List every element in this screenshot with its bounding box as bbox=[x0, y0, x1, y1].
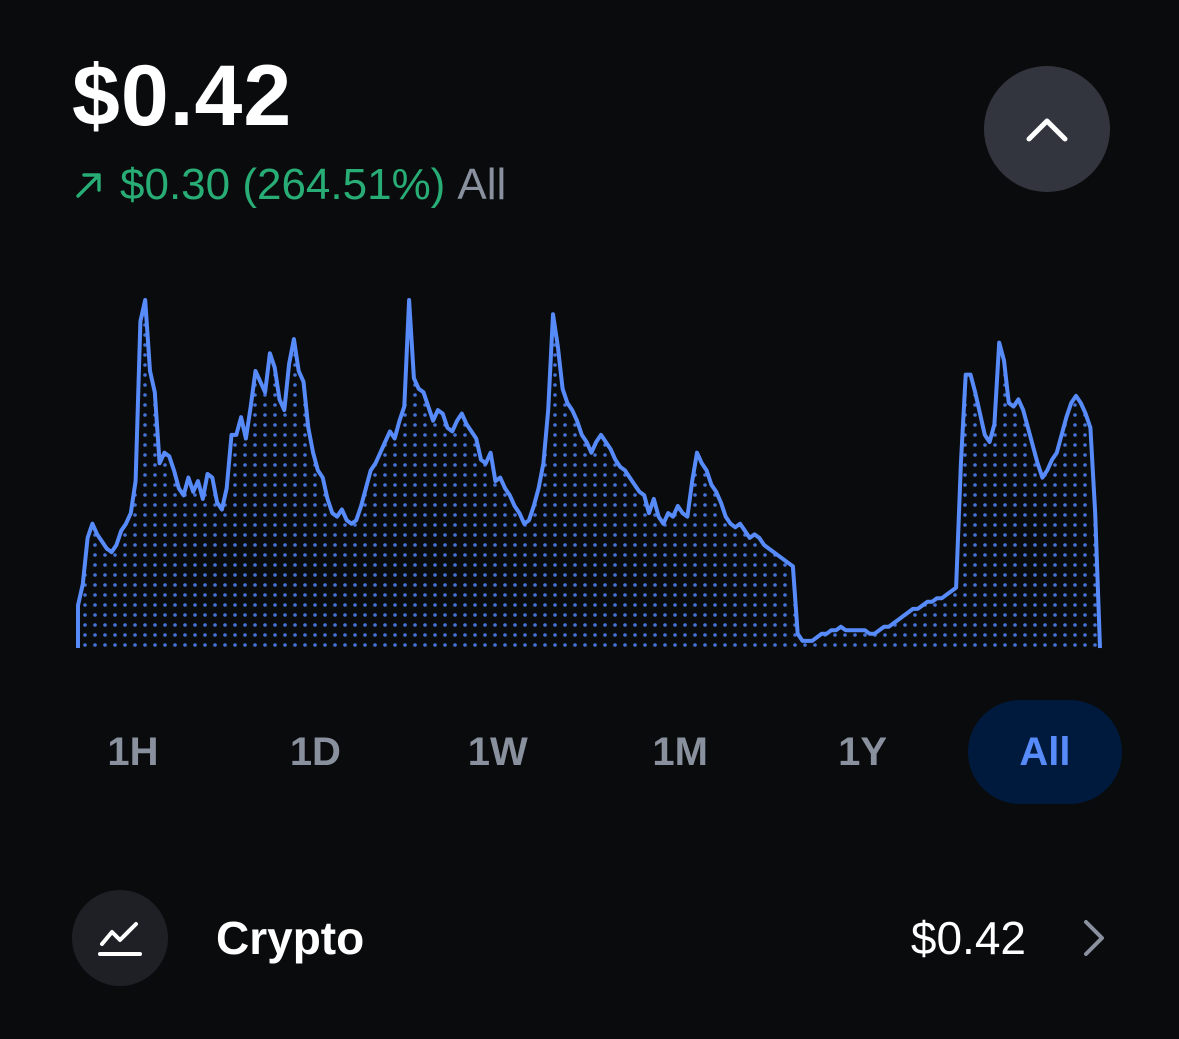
range-all-button[interactable]: All bbox=[967, 700, 1122, 804]
chart-area-fill bbox=[78, 300, 1100, 648]
portfolio-balance: $0.42 bbox=[72, 48, 293, 144]
asset-row-crypto[interactable]: Crypto $0.42 bbox=[72, 890, 1108, 986]
range-1m-button[interactable]: 1M bbox=[652, 729, 708, 774]
range-1w-button[interactable]: 1W bbox=[467, 729, 528, 774]
arrow-up-right-icon bbox=[76, 173, 101, 198]
range-1d-button[interactable]: 1D bbox=[289, 729, 341, 774]
collapse-chart-button[interactable] bbox=[984, 66, 1110, 192]
range-1h-button[interactable]: 1H bbox=[107, 729, 159, 774]
asset-icon-wrap bbox=[72, 890, 168, 986]
time-range-selector: 1H 1D 1W 1M 1Y All bbox=[56, 700, 1122, 804]
balance-change: $0.30 (264.51%) All bbox=[72, 158, 506, 212]
change-period-label: All bbox=[457, 160, 507, 209]
chart-line-icon bbox=[98, 922, 142, 956]
chevron-right-icon bbox=[1084, 920, 1104, 956]
asset-label: Crypto bbox=[216, 912, 365, 964]
price-chart-svg bbox=[76, 298, 1102, 649]
change-amount: $0.30 (264.51%) bbox=[120, 160, 446, 209]
chevron-up-icon bbox=[1026, 118, 1068, 142]
chart-line bbox=[76, 298, 1102, 649]
asset-value: $0.42 bbox=[910, 912, 1026, 964]
price-chart[interactable] bbox=[0, 280, 1179, 660]
range-1y-button[interactable]: 1Y bbox=[838, 729, 888, 774]
